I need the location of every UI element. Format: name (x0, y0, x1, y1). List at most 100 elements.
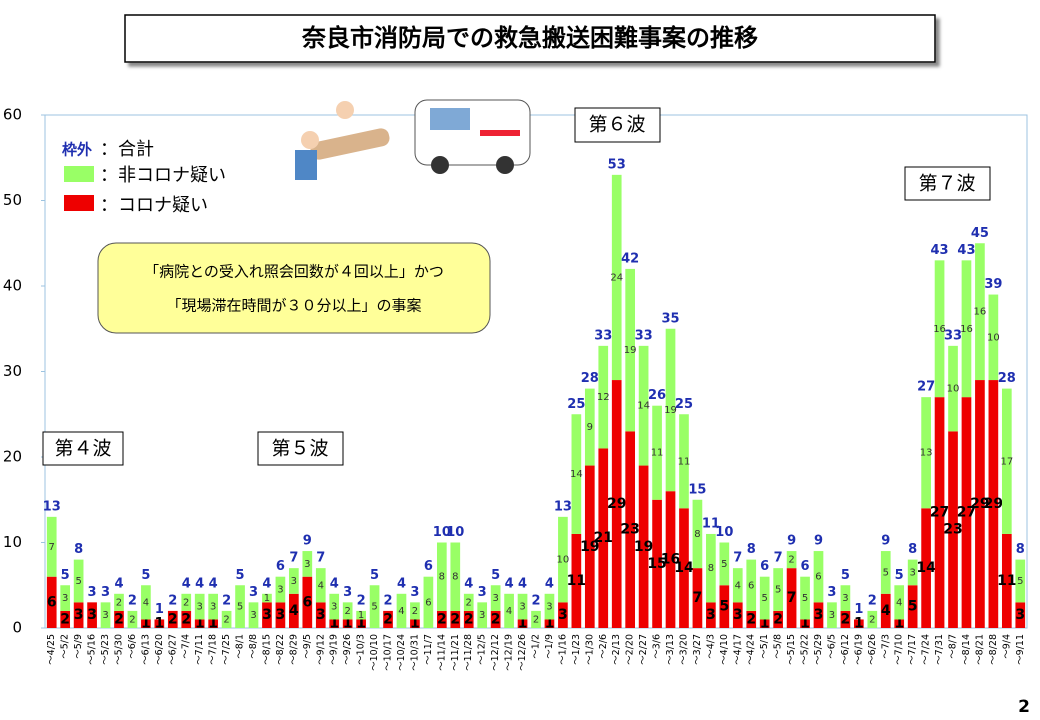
page-number: 2 (1018, 697, 1030, 717)
total-label: 4 (209, 576, 218, 591)
x-tick-label: ～12/26 (517, 634, 528, 671)
annotation: 第６波 (588, 114, 645, 136)
bar-segment (988, 380, 999, 628)
red-value-label: 3 (558, 607, 568, 623)
bar-segment (208, 593, 218, 620)
bar-segment (948, 345, 958, 432)
y-tick-label: 10 (3, 533, 22, 551)
red-value-label: 2 (181, 611, 191, 627)
x-tick-label: ～7/10 (894, 634, 905, 665)
total-label: 5 (491, 568, 500, 583)
x-tick-label: ～6/26 (867, 634, 878, 665)
green-value-label: 19 (624, 345, 637, 356)
bar-segment (759, 619, 770, 628)
x-tick-label: ～9/5 (302, 634, 313, 659)
total-label: 4 (262, 576, 271, 591)
total-label: 27 (917, 380, 935, 395)
x-tick-label: ～10/31 (409, 634, 420, 671)
red-value-label: 11 (567, 573, 586, 589)
total-label: 4 (464, 576, 473, 591)
x-tick-label: ～8/8 (248, 634, 259, 659)
green-value-label: 4 (896, 597, 902, 608)
bar-segment (248, 602, 259, 628)
bar-segment (517, 593, 528, 620)
red-value-label: 1 (154, 616, 164, 632)
green-value-label: 3 (210, 602, 216, 613)
x-tick-label: ～12/19 (504, 634, 515, 671)
red-value-label: 6 (47, 594, 57, 610)
bar-segment (235, 585, 245, 628)
bar-segment (114, 593, 124, 611)
bar-segment (87, 602, 97, 628)
total-label: 7 (774, 551, 783, 566)
x-tick-label: ～4/10 (719, 634, 730, 665)
illustration (295, 99, 531, 180)
bar-segment (840, 585, 851, 611)
total-label: 3 (478, 585, 487, 600)
x-tick-label: ～11/28 (463, 634, 474, 671)
total-label: 4 (195, 576, 204, 591)
y-tick-label: 50 (3, 191, 22, 209)
red-value-label: 3 (706, 607, 716, 623)
green-value-label: 1 (358, 610, 364, 621)
chart-title: 奈良市消防局での救急搬送困難事案の推移 (301, 24, 758, 52)
total-label: 7 (289, 551, 298, 566)
x-tick-label: ～7/25 (221, 634, 232, 665)
red-value-label: 5 (908, 599, 918, 615)
red-value-label: 3 (316, 607, 326, 623)
total-label: 26 (648, 388, 666, 403)
total-label: 15 (688, 482, 706, 497)
legend-label: ：コロナ疑い (100, 195, 208, 216)
annotation-box (257, 431, 344, 466)
bar-segment (638, 465, 649, 628)
green-value-label: 4 (506, 606, 512, 617)
bar-segment (975, 380, 985, 628)
green-value-label: 2 (788, 555, 794, 566)
total-label: 53 (608, 157, 626, 172)
green-value-label: 4 (735, 580, 741, 591)
x-tick-label: ～3/20 (678, 634, 689, 665)
red-value-label: 7 (787, 590, 797, 606)
bar-segment (329, 593, 340, 620)
y-tick-label: 0 (12, 619, 22, 637)
total-label: 4 (505, 576, 514, 591)
x-tick-label: ～10/3 (356, 634, 367, 665)
bar-segment (746, 559, 757, 611)
bar-segment (302, 551, 313, 577)
red-value-label: 3 (1015, 607, 1025, 623)
x-tick-label: ～6/12 (840, 634, 851, 665)
red-value-label: 1 (518, 616, 528, 632)
bar-segment (450, 610, 461, 628)
bar-segment (46, 516, 57, 577)
y-tick-label: 30 (3, 362, 22, 380)
legend-label: ：合計 (100, 139, 154, 160)
bar-segment (584, 465, 595, 628)
green-value-label: 3 (277, 585, 283, 596)
total-label: 2 (868, 593, 877, 608)
bar-segment (302, 576, 313, 628)
legend-swatch (64, 195, 94, 211)
total-label: 9 (787, 534, 796, 549)
x-tick-label: ～8/29 (288, 634, 299, 665)
green-value-label: 3 (829, 610, 835, 621)
x-tick-label: ～7/3 (880, 634, 891, 659)
bar-segment (692, 499, 703, 569)
annotation-box (904, 166, 991, 201)
x-tick-label: ～10/24 (396, 634, 407, 671)
bar-segment (759, 576, 770, 620)
red-value-label: 16 (661, 552, 680, 568)
bar-segment (60, 610, 71, 628)
bar-segment (975, 243, 985, 381)
total-label: 43 (931, 243, 949, 258)
total-label: 5 (370, 568, 379, 583)
green-value-label: 3 (102, 610, 108, 621)
green-value-label: 3 (842, 593, 848, 604)
green-value-label: 10 (947, 384, 960, 395)
bar-segment (73, 559, 84, 603)
green-value-label: 13 (920, 448, 933, 459)
bar-segment (813, 602, 824, 628)
x-tick-label: ～8/28 (988, 634, 999, 665)
red-value-label: 19 (580, 539, 599, 555)
x-tick-label: ～5/15 (786, 634, 797, 665)
green-value-label: 16 (960, 324, 973, 335)
